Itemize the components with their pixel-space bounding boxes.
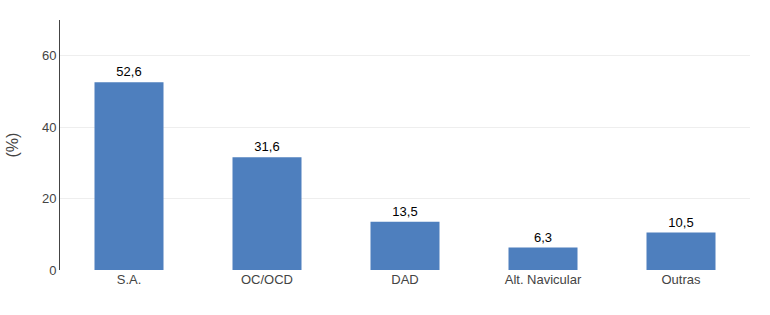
svg-text:S.A.: S.A. bbox=[117, 272, 142, 287]
svg-text:Outras: Outras bbox=[661, 272, 701, 287]
svg-text:OC/OCD: OC/OCD bbox=[241, 272, 293, 287]
svg-text:DAD: DAD bbox=[391, 272, 418, 287]
svg-text:60: 60 bbox=[42, 48, 56, 63]
svg-text:52,6: 52,6 bbox=[116, 64, 141, 79]
svg-text:Alt. Navicular: Alt. Navicular bbox=[505, 272, 582, 287]
svg-text:10,5: 10,5 bbox=[668, 215, 693, 230]
svg-text:(%): (%) bbox=[4, 133, 21, 158]
svg-text:0: 0 bbox=[49, 263, 56, 278]
svg-text:6,3: 6,3 bbox=[534, 230, 552, 245]
svg-text:20: 20 bbox=[42, 191, 56, 206]
svg-text:13,5: 13,5 bbox=[392, 204, 417, 219]
svg-text:31,6: 31,6 bbox=[254, 139, 279, 154]
svg-text:40: 40 bbox=[42, 120, 56, 135]
